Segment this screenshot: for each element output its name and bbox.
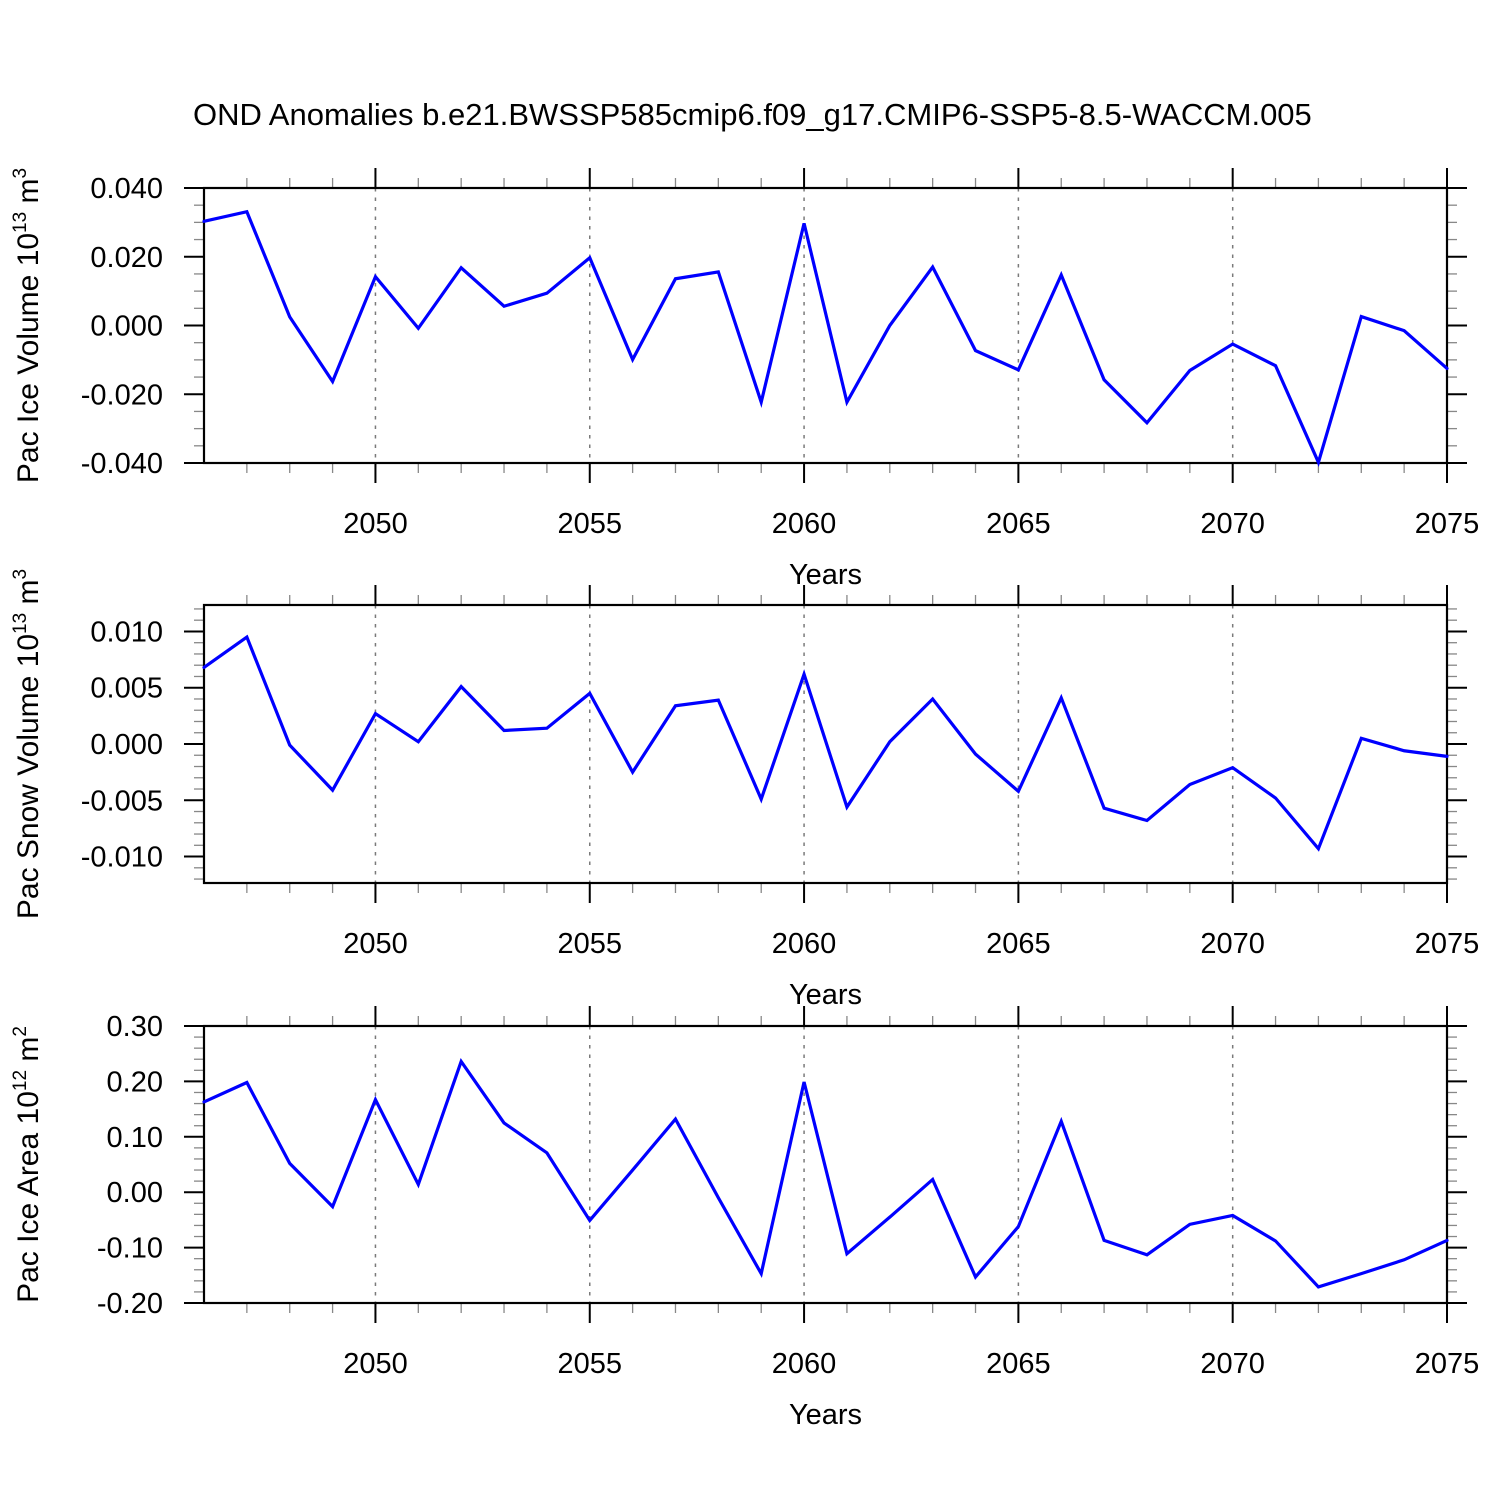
x-tick-label: 2075 [1415,1348,1480,1380]
x-tick-label: 2060 [772,928,837,960]
x-tick-label: 2055 [558,1348,623,1380]
y-tick-label: 0.020 [90,242,163,274]
series-line-pac-ice-volume [202,209,1449,467]
x-tick-label: 2070 [1200,928,1265,960]
y-tick-label: 0.20 [107,1066,163,1098]
y-tick-label: 0.000 [90,729,163,761]
y-axis-title: Pac Ice Volume 1013 m3 [10,168,45,483]
plot-box [202,1024,1449,1305]
panel-pac-ice-area: 2050 2055 2060 2065 2070 2075 0.30 0.20 0.10 0.00… [10,1006,1479,1431]
x-tick-label: 2050 [343,928,408,960]
x-tick-label: 2075 [1415,508,1480,540]
x-tick-label: 2060 [772,1348,837,1380]
x-tick-label: 2050 [343,508,408,540]
y-axis-title: Pac Ice Area 1012 m2 [10,1026,45,1303]
x-tick-label: 2070 [1200,1348,1265,1380]
x-tick-label: 2055 [558,928,623,960]
y-tick-label: -0.020 [81,379,163,411]
x-tick-label: 2065 [986,508,1051,540]
y-tick-label: 0.010 [90,616,163,648]
plot-box [202,186,1449,465]
figure-title: OND Anomalies b.e21.BWSSP585cmip6.f09_g1… [193,97,1312,132]
x-axis-title: Years [789,979,862,1011]
y-tick-label: 0.00 [107,1177,163,1209]
panel-pac-ice-volume: 2050 2055 2060 2065 2070 2075 0.040 0.020 0.000 -… [10,168,1479,591]
series-line-pac-ice-area [202,1057,1449,1289]
x-tick-label: 2050 [343,1348,408,1380]
panel-pac-snow-volume: 2050 2055 2060 2065 2070 2075 0.010 0.005 0.000 -… [10,569,1479,1011]
y-tick-label: -0.005 [81,785,163,817]
y-tick-label: -0.10 [97,1233,163,1265]
plot-box [202,603,1449,885]
x-tick-label: 2060 [772,508,837,540]
y-tick-label: -0.040 [81,448,163,480]
x-tick-label: 2055 [558,508,623,540]
y-axis-title: Pac Snow Volume 1013 m3 [10,569,45,919]
y-tick-label: 0.10 [107,1122,163,1154]
y-tick-label: 0.30 [107,1011,163,1043]
y-tick-label: 0.040 [90,173,163,205]
x-tick-label: 2065 [986,928,1051,960]
y-tick-label: -0.20 [97,1288,163,1320]
x-tick-label: 2065 [986,1348,1051,1380]
y-tick-label: 0.000 [90,311,163,343]
series-line-pac-snow-volume [202,634,1449,852]
x-tick-label: 2075 [1415,928,1480,960]
x-axis-title: Years [789,559,862,591]
y-tick-label: 0.005 [90,673,163,705]
x-tick-label: 2070 [1200,508,1265,540]
y-tick-label: -0.010 [81,842,163,874]
x-axis-title: Years [789,1399,862,1431]
